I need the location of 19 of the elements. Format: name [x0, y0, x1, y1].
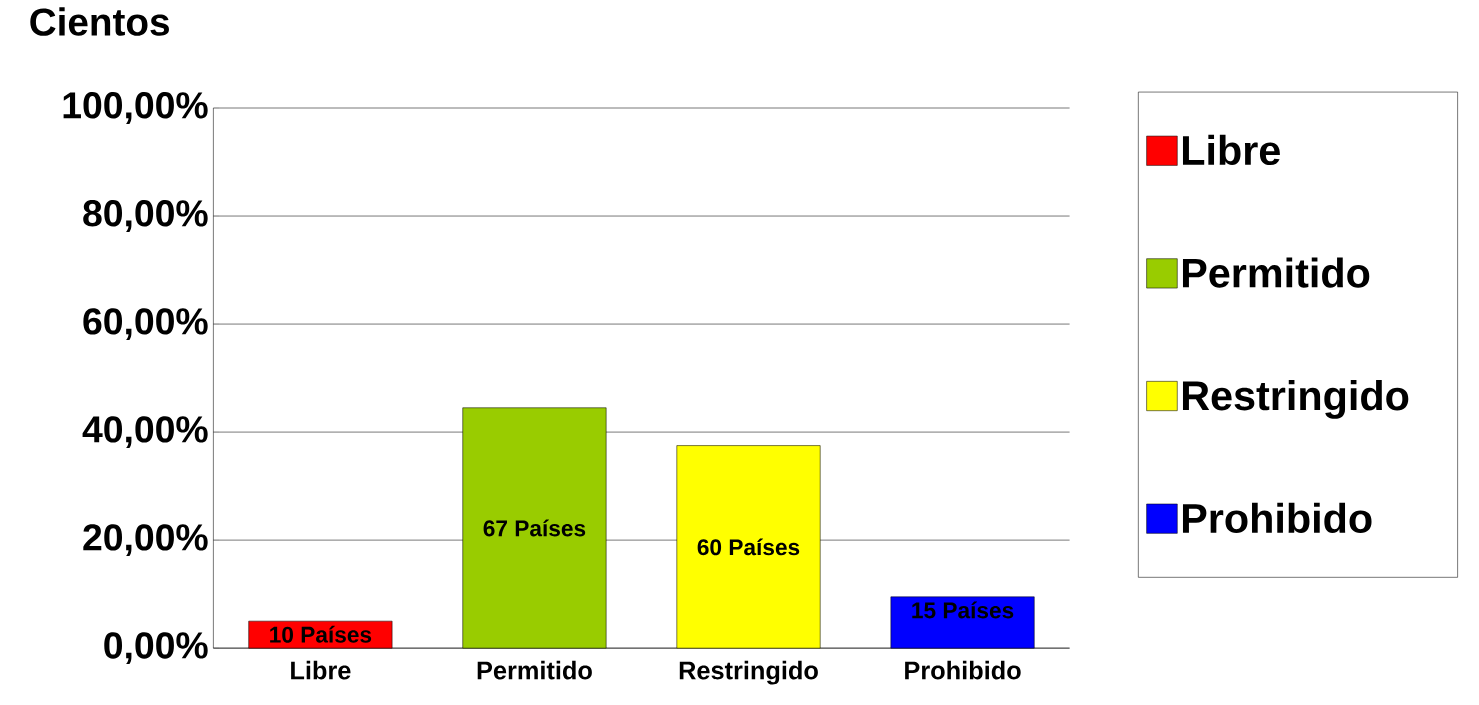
x-tick-label: Libre — [291, 660, 351, 680]
y-tick-label: 40,00% — [82, 415, 208, 448]
legend-label: Restringido — [1182, 379, 1409, 419]
x-tick-label: Restringido — [679, 660, 818, 685]
legend-label: Prohibido — [1182, 502, 1372, 533]
legend-label: Libre — [1182, 134, 1280, 165]
legend-label: Permitido — [1182, 257, 1370, 288]
annotation: 15 Países — [912, 601, 1014, 619]
annotation: 10 Países — [270, 625, 372, 643]
y-tick-label: 100,00% — [63, 91, 208, 124]
x-tick-label: Permitido — [477, 660, 592, 680]
y-tick-label: 60,00% — [83, 307, 208, 340]
annotation: 60 Países — [697, 538, 800, 556]
y-tick-label: 80,00% — [83, 199, 208, 232]
y-tick-label: 20,00% — [83, 523, 208, 556]
chart-title: Cientos — [30, 7, 169, 36]
annotation: 67 Países — [483, 519, 586, 537]
x-tick-label: Prohibido — [905, 660, 1021, 680]
y-tick-label: 0,00% — [104, 631, 208, 664]
